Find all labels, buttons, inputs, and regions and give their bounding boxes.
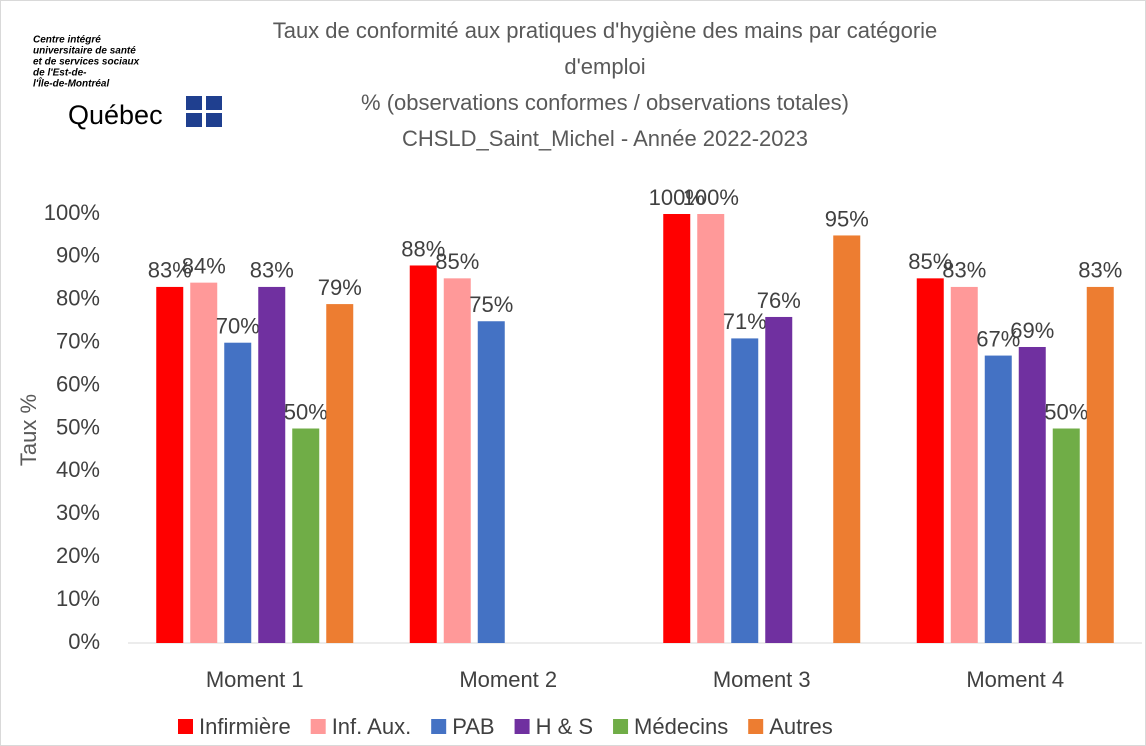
bar: [156, 286, 184, 643]
bar: [1018, 346, 1046, 643]
y-tick-label: 10%: [56, 586, 100, 611]
legend-swatch: [613, 719, 629, 734]
x-tick-label: Moment 3: [713, 667, 811, 692]
bar: [697, 214, 725, 643]
bar: [950, 286, 978, 643]
value-label: 83%: [148, 258, 192, 283]
bar: [443, 278, 471, 643]
value-label: 69%: [1010, 318, 1054, 343]
legend-swatch: [310, 719, 326, 734]
bar: [731, 338, 759, 643]
y-tick-label: 80%: [56, 286, 100, 311]
value-label: 88%: [401, 236, 445, 261]
bar: [477, 321, 505, 643]
value-label: 84%: [182, 253, 226, 278]
logo-line: Centre intégré: [33, 35, 101, 46]
value-label: 75%: [469, 292, 513, 317]
bar: [663, 214, 691, 643]
bar: [409, 265, 437, 643]
logo-brand: Québec: [68, 100, 163, 130]
legend-label: Médecins: [634, 714, 728, 739]
y-tick-label: 40%: [56, 457, 100, 482]
value-label: 83%: [250, 258, 294, 283]
value-label: 95%: [825, 206, 869, 231]
value-label: 100%: [649, 185, 705, 210]
y-tick-label: 30%: [56, 500, 100, 525]
legend-label: Autres: [769, 714, 833, 739]
value-label: 50%: [1044, 399, 1088, 424]
bar: [916, 278, 944, 643]
logo-line: l'Île-de-Montréal: [33, 77, 109, 90]
chart-subtitle: CHSLD_Saint_Michel - Année 2022-2023: [402, 126, 808, 151]
logo-line: de l'Est-de-: [33, 68, 87, 79]
legend-label: Inf. Aux.: [332, 714, 412, 739]
bar: [984, 355, 1012, 643]
value-label: 76%: [757, 288, 801, 313]
value-label: 50%: [284, 399, 328, 424]
x-tick-label: Moment 1: [206, 667, 304, 692]
y-tick-label: 100%: [44, 200, 100, 225]
y-tick-label: 90%: [56, 243, 100, 268]
value-label: 85%: [908, 249, 952, 274]
chart-subtitle: % (observations conformes / observations…: [361, 90, 849, 115]
x-tick-label: Moment 2: [459, 667, 557, 692]
bar: [224, 342, 252, 643]
bar: [1086, 286, 1114, 643]
legend-label: PAB: [452, 714, 494, 739]
value-label: 67%: [976, 326, 1020, 351]
chart-title: Taux de conformité aux pratiques d'hygiè…: [273, 18, 938, 43]
value-label: 79%: [318, 275, 362, 300]
value-label: 71%: [723, 309, 767, 334]
legend-swatch: [178, 719, 193, 734]
bar: [258, 286, 286, 643]
y-axis-label: Taux %: [16, 394, 41, 466]
y-tick-label: 60%: [56, 371, 100, 396]
bar: [1052, 428, 1080, 643]
logo-flags: [186, 96, 222, 127]
logo-line: et de services sociaux: [33, 57, 140, 68]
legend-label: H & S: [536, 714, 593, 739]
bar: [292, 428, 320, 643]
y-tick-label: 70%: [56, 329, 100, 354]
value-label: 100%: [683, 185, 739, 210]
bar: [326, 304, 354, 643]
y-tick-label: 0%: [68, 629, 100, 654]
value-label: 85%: [435, 249, 479, 274]
value-label: 83%: [1078, 258, 1122, 283]
legend-swatch: [748, 719, 764, 734]
chart-title: d'emploi: [564, 54, 645, 79]
bar: [833, 235, 861, 643]
bar: [765, 316, 793, 643]
y-tick-label: 50%: [56, 414, 100, 439]
x-tick-label: Moment 4: [966, 667, 1064, 692]
legend-swatch: [431, 719, 447, 734]
legend-swatch: [514, 719, 530, 734]
logo-line: universitaire de santé: [33, 46, 136, 57]
value-label: 83%: [942, 258, 986, 283]
bar: [190, 282, 218, 643]
y-tick-label: 20%: [56, 543, 100, 568]
legend-label: Infirmière: [199, 714, 291, 739]
value-label: 70%: [216, 314, 260, 339]
